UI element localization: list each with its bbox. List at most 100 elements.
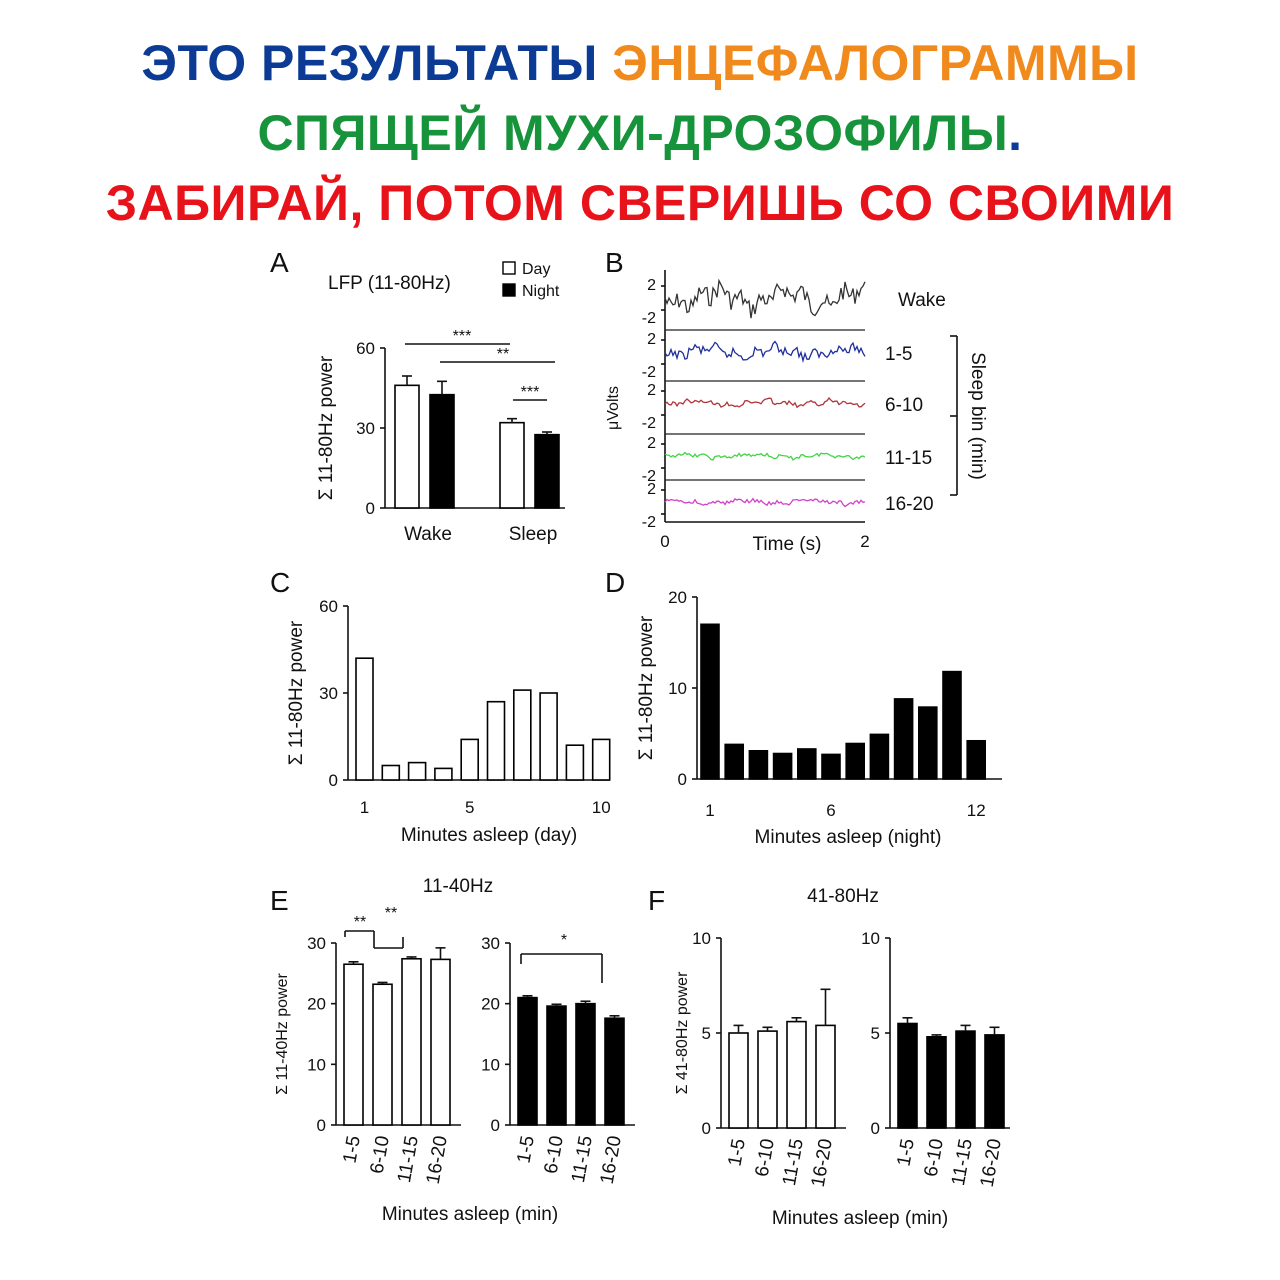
panel-a-bar xyxy=(534,433,560,509)
panel-f-bar xyxy=(926,1035,947,1129)
panel-e-bar xyxy=(604,1017,625,1126)
panel-c-bar xyxy=(539,692,558,781)
panel-e-bar xyxy=(575,1002,596,1126)
panel-e-title: 11-40Hz xyxy=(423,876,493,897)
panel-b-y-tick-label: 2 xyxy=(647,277,656,294)
headline-line-2: СПЯЩЕЙ МУХИ-ДРОЗОФИЛЫ. xyxy=(0,98,1280,168)
panel-f-title: 41-80Hz xyxy=(807,886,879,907)
legend-day-swatch xyxy=(502,261,516,275)
panel-c-bar xyxy=(381,764,401,781)
panel-f-y-tick-label: 10 xyxy=(861,929,880,948)
legend-night-label: Night xyxy=(522,283,560,300)
panel-e-x-tick-label: 6-10 xyxy=(367,1134,394,1175)
headline: ЭТО РЕЗУЛЬТАТЫ ЭНЦЕФАЛОГРАММЫ СПЯЩЕЙ МУХ… xyxy=(0,28,1280,238)
panel-e-y-tick-label: 10 xyxy=(307,1055,326,1074)
panel-e-label: E xyxy=(270,885,289,916)
significance-label: *** xyxy=(521,384,540,401)
panel-c-x-tick-label: 1 xyxy=(360,798,369,817)
panel-e-y-tick-label: 20 xyxy=(307,995,326,1014)
panel-b-series-label: Wake xyxy=(898,290,946,311)
panel-e-x-tick-label: 16-20 xyxy=(423,1134,452,1186)
panel-c-bar xyxy=(486,700,506,781)
legend-day-label: Day xyxy=(522,261,550,278)
panel-e-y-tick-label: 30 xyxy=(481,934,500,953)
panel-a-y-label: Σ 11-80Hz power xyxy=(316,355,337,500)
panel-d-bar xyxy=(917,706,938,780)
panel-f-y-tick-label: 5 xyxy=(871,1024,880,1043)
headline-part-green: СПЯЩЕЙ МУХИ-ДРОЗОФИЛЫ xyxy=(257,105,1009,161)
panel-e-x-tick-label: 16-20 xyxy=(597,1134,626,1186)
panel-c-x-tick-label: 10 xyxy=(592,798,611,817)
panel-b-y-tick-label: -2 xyxy=(642,310,656,327)
panel-d-y-label: Σ 11-80Hz power xyxy=(636,615,657,760)
panel-b-trace xyxy=(664,451,866,461)
panel-e-y-label: Σ 11-40Hz power xyxy=(274,973,291,1095)
panel-c-bar xyxy=(407,761,427,781)
panel-c-y-label: Σ 11-80Hz power xyxy=(286,620,307,765)
panel-d-y-tick-label: 10 xyxy=(668,679,687,698)
panel-a-bar xyxy=(394,384,420,509)
panel-c-bar xyxy=(434,767,453,781)
panel-b-bracket-label: Sleep bin (min) xyxy=(967,352,988,480)
panel-e-y-tick-label: 0 xyxy=(491,1116,500,1135)
panel-d-x-tick-label: 1 xyxy=(705,801,714,820)
panel-e-y-tick-label: 10 xyxy=(481,1055,500,1074)
headline-line-1: ЭТО РЕЗУЛЬТАТЫ ЭНЦЕФАЛОГРАММЫ xyxy=(0,28,1280,98)
panel-f-x-tick-label: 6-10 xyxy=(921,1137,948,1178)
panel-f-bar xyxy=(815,1024,836,1129)
panel-e-bar xyxy=(401,957,422,1126)
panel-a-y-tick-label: 30 xyxy=(356,419,375,438)
panel-e-x-tick-label: 1-5 xyxy=(339,1134,364,1165)
panel-c-bar xyxy=(355,657,374,781)
panel-f-x-tick-label: 16-20 xyxy=(977,1137,1006,1189)
panel-b-y-tick-label: -2 xyxy=(642,415,656,432)
panel-b-trace xyxy=(664,497,866,508)
panel-c-bar xyxy=(460,738,479,781)
panel-b-series-label: 16-20 xyxy=(885,494,934,515)
headline-part-blue: ЭТО РЕЗУЛЬТАТЫ xyxy=(141,35,598,91)
panel-d-bar xyxy=(893,698,914,780)
panel-d-x-label: Minutes asleep (night) xyxy=(755,827,942,848)
panel-c-bar xyxy=(591,738,611,781)
legend-night-swatch xyxy=(502,283,516,297)
panel-a-y-tick-label: 0 xyxy=(366,499,375,518)
panel-f-bar xyxy=(955,1030,976,1129)
panel-b-trace xyxy=(664,278,866,319)
panel-e-y-tick-label: 20 xyxy=(481,995,500,1014)
panel-e-y-tick-label: 30 xyxy=(307,934,326,953)
panel-a-title: LFP (11-80Hz) xyxy=(328,273,451,294)
panel-a-bar xyxy=(499,421,525,509)
panel-d-y-tick-label: 20 xyxy=(668,588,687,607)
panel-f-x-tick-label: 6-10 xyxy=(752,1137,779,1178)
panel-c-x-label: Minutes asleep (day) xyxy=(401,825,577,846)
panel-b-trace xyxy=(664,340,866,364)
panel-e-y-tick-label: 0 xyxy=(317,1116,326,1135)
panel-d-label: D xyxy=(605,567,625,598)
panel-f-y-tick-label: 10 xyxy=(692,929,711,948)
panel-d-y-tick-label: 0 xyxy=(678,770,687,789)
significance-label: *** xyxy=(453,328,472,345)
panel-d-x-tick-label: 6 xyxy=(826,801,835,820)
panel-f-bar xyxy=(728,1032,749,1129)
panel-d-bar xyxy=(869,733,890,780)
headline-period: . xyxy=(1008,105,1023,161)
panel-d-bar xyxy=(700,623,720,780)
panel-f-x-label: Minutes asleep (min) xyxy=(772,1208,948,1229)
panel-d-x-tick-label: 12 xyxy=(967,801,986,820)
panel-f-x-tick-label: 11-15 xyxy=(779,1137,808,1187)
panel-e-x-tick-label: 6-10 xyxy=(541,1134,568,1175)
panel-e-x-tick-label: 11-15 xyxy=(394,1134,423,1184)
panel-b-series-label: 6-10 xyxy=(885,395,923,416)
panel-f-label: F xyxy=(648,885,665,916)
panel-a-x-tick-label: Wake xyxy=(404,524,452,545)
panel-e-bar xyxy=(546,1005,567,1126)
panel-b-x-tick-label: 0 xyxy=(660,532,669,551)
panel-d-bar xyxy=(772,752,793,780)
panel-e-bar xyxy=(372,983,393,1126)
panel-a-bar xyxy=(429,393,455,509)
significance-label: ** xyxy=(497,346,509,363)
panel-e-x-tick-label: 11-15 xyxy=(568,1134,597,1184)
panel-b-y-label: μVolts xyxy=(605,386,622,430)
panel-f-x-tick-label: 1-5 xyxy=(724,1137,749,1168)
